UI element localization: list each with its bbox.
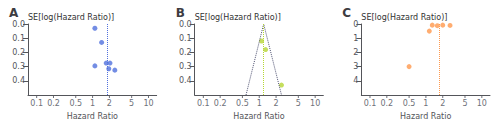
svg-text:Hazard Ratio: Hazard Ratio: [67, 112, 118, 121]
svg-text:SE[log(Hazard Ratio)]: SE[log(Hazard Ratio)]: [28, 13, 114, 22]
svg-text:0.5: 0.5: [236, 99, 249, 108]
svg-text:1: 1: [90, 99, 95, 108]
svg-text:0.2: 0.2: [179, 48, 192, 57]
svg-text:5: 5: [129, 99, 134, 108]
svg-text:2: 2: [440, 99, 445, 108]
svg-text:0.1: 0.1: [197, 99, 210, 108]
svg-text:2: 2: [107, 99, 112, 108]
svg-text:SE[log(Hazard Ratio)]: SE[log(Hazard Ratio)]: [361, 13, 447, 22]
svg-text:SE[log(Hazard Ratio)]: SE[log(Hazard Ratio)]: [195, 13, 281, 22]
svg-text:B: B: [176, 6, 185, 20]
svg-text:0.5: 0.5: [69, 99, 82, 108]
svg-text:0.1: 0.1: [179, 34, 192, 43]
svg-text:0.5: 0.5: [403, 99, 416, 108]
svg-text:0: 0: [353, 20, 358, 29]
svg-text:0.1: 0.1: [30, 99, 43, 108]
svg-text:4: 4: [353, 76, 358, 85]
svg-text:10: 10: [477, 99, 487, 108]
svg-text:0.2: 0.2: [214, 99, 227, 108]
svg-text:2: 2: [353, 48, 358, 57]
svg-text:0.1: 0.1: [364, 99, 377, 108]
svg-text:1: 1: [423, 99, 428, 108]
svg-text:3: 3: [353, 62, 358, 71]
svg-text:1: 1: [353, 34, 358, 43]
svg-text:10: 10: [310, 99, 320, 108]
svg-text:0.1: 0.1: [12, 34, 25, 43]
svg-text:10: 10: [143, 99, 153, 108]
svg-text:Hazard Ratio: Hazard Ratio: [233, 112, 284, 121]
svg-text:Hazard Ratio: Hazard Ratio: [400, 112, 451, 121]
svg-text:1: 1: [257, 99, 262, 108]
svg-text:C: C: [342, 6, 351, 20]
svg-text:0.4: 0.4: [12, 76, 25, 85]
svg-text:5: 5: [462, 99, 467, 108]
svg-text:0.2: 0.2: [12, 48, 25, 57]
svg-text:A: A: [9, 6, 19, 20]
svg-text:0.3: 0.3: [12, 62, 25, 71]
svg-text:2: 2: [274, 99, 279, 108]
svg-text:0.0: 0.0: [179, 20, 192, 29]
svg-text:0.2: 0.2: [380, 99, 393, 108]
svg-text:0.0: 0.0: [12, 20, 25, 29]
svg-text:0.3: 0.3: [179, 62, 192, 71]
svg-text:0.4: 0.4: [179, 76, 192, 85]
svg-text:0.2: 0.2: [47, 99, 60, 108]
svg-text:5: 5: [296, 99, 301, 108]
